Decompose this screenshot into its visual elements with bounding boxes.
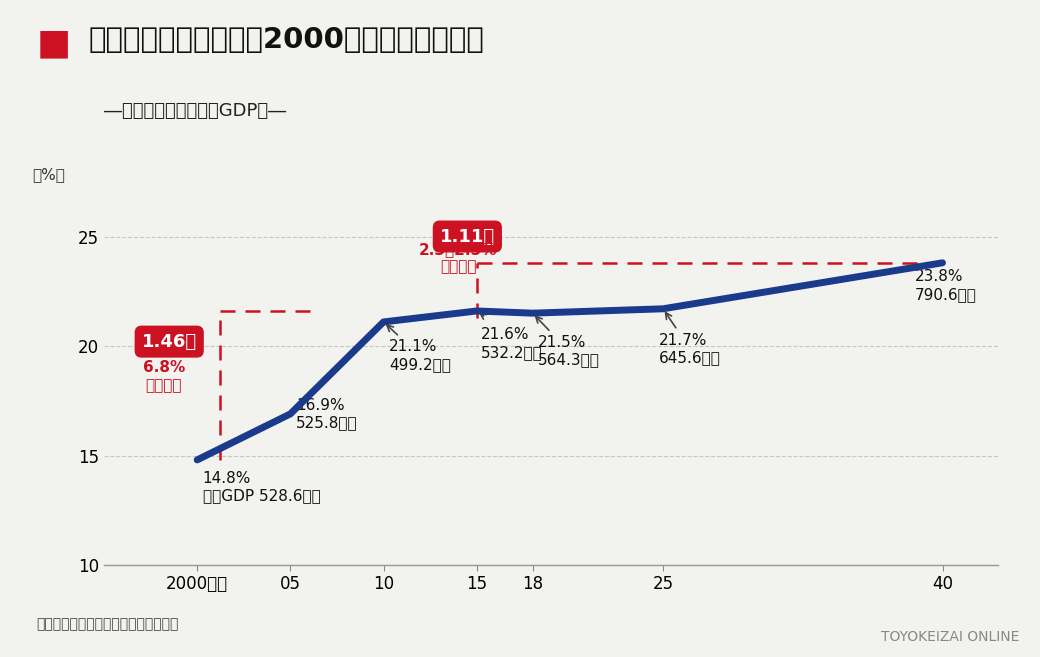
Text: 21.1%
499.2兆円: 21.1% 499.2兆円 bbox=[387, 325, 451, 372]
Text: 16.9%
525.8兆円: 16.9% 525.8兆円 bbox=[296, 397, 358, 430]
Text: 1.46倍: 1.46倍 bbox=[141, 332, 197, 351]
Text: 1.11倍: 1.11倍 bbox=[440, 227, 495, 246]
Text: ―社会保障給付費の対GDP比―: ―社会保障給付費の対GDP比― bbox=[104, 102, 286, 120]
Text: 今後の負担増は、実は2000年代よりマイルド: 今後の負担増は、実は2000年代よりマイルド bbox=[88, 26, 485, 55]
Text: 2.3～2.5%
ポイント: 2.3～2.5% ポイント bbox=[419, 242, 497, 275]
Text: 21.5%
564.3兆円: 21.5% 564.3兆円 bbox=[536, 317, 600, 367]
Text: 6.8%
ポイント: 6.8% ポイント bbox=[142, 361, 185, 393]
Text: （%）: （%） bbox=[32, 167, 66, 182]
Text: ■: ■ bbox=[36, 26, 71, 60]
Text: 21.6%
532.2兆円: 21.6% 532.2兆円 bbox=[480, 327, 542, 360]
Text: 21.7%
645.6兆円: 21.7% 645.6兆円 bbox=[659, 313, 721, 365]
Text: TOYOKEIZAI ONLINE: TOYOKEIZAI ONLINE bbox=[881, 630, 1019, 644]
Text: （出所）厚生労働省の資料に筆者加筆: （出所）厚生労働省の資料に筆者加筆 bbox=[36, 618, 179, 631]
Text: 14.8%
名目GDP 528.6兆円: 14.8% 名目GDP 528.6兆円 bbox=[203, 471, 320, 503]
Text: 23.8%
790.6兆円: 23.8% 790.6兆円 bbox=[914, 269, 977, 302]
